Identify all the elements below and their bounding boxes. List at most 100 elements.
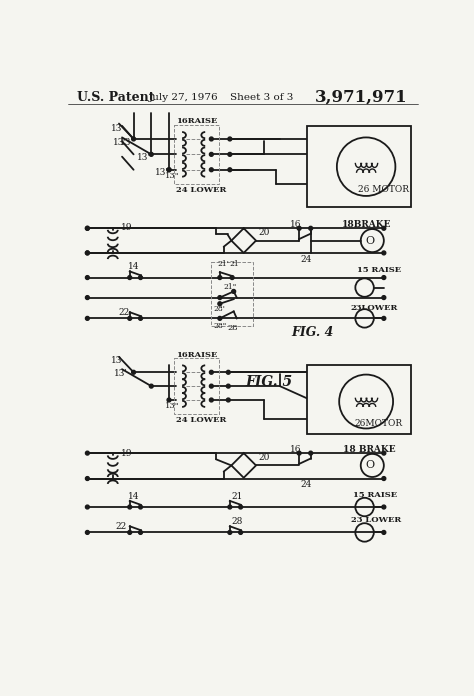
Circle shape [228, 505, 232, 509]
Text: Sheet 3 of 3: Sheet 3 of 3 [230, 93, 293, 102]
Text: 23LOWER: 23LOWER [351, 303, 398, 312]
Circle shape [309, 451, 313, 455]
Circle shape [85, 317, 89, 320]
Text: 13: 13 [110, 124, 122, 133]
Circle shape [210, 152, 213, 157]
Circle shape [138, 276, 143, 280]
Circle shape [128, 317, 132, 320]
Text: 13': 13' [137, 153, 151, 162]
Bar [174, 125, 219, 184]
Circle shape [297, 451, 301, 455]
Text: 16: 16 [290, 445, 301, 454]
Text: 28': 28' [214, 305, 226, 313]
Text: 18 BRAKE: 18 BRAKE [343, 445, 396, 454]
Text: 14: 14 [128, 492, 140, 500]
Circle shape [85, 296, 89, 299]
Circle shape [239, 505, 243, 509]
Circle shape [228, 530, 232, 535]
Circle shape [218, 317, 222, 320]
Text: 16RAISE: 16RAISE [176, 351, 217, 358]
Circle shape [210, 398, 213, 402]
Circle shape [85, 477, 89, 480]
Text: 13: 13 [110, 356, 122, 365]
Circle shape [218, 302, 222, 306]
Circle shape [132, 137, 136, 141]
Text: 21": 21" [224, 283, 237, 291]
Circle shape [228, 168, 232, 172]
Circle shape [167, 168, 171, 172]
Circle shape [132, 370, 136, 374]
Text: 21: 21 [229, 260, 239, 269]
Circle shape [85, 451, 89, 455]
Text: 19: 19 [120, 223, 132, 232]
Circle shape [227, 384, 230, 388]
Text: 24: 24 [301, 480, 312, 489]
Text: 15 RAISE: 15 RAISE [353, 491, 397, 499]
Circle shape [309, 226, 313, 230]
Circle shape [85, 505, 89, 509]
Text: 13: 13 [120, 138, 131, 147]
Text: 20: 20 [258, 453, 270, 462]
Text: 13": 13" [155, 168, 171, 177]
Bar [307, 365, 411, 434]
Text: 16: 16 [290, 220, 301, 229]
Text: 26 MOTOR: 26 MOTOR [358, 185, 410, 194]
Text: 21': 21' [218, 260, 229, 269]
Text: FIG. 4: FIG. 4 [292, 326, 334, 339]
Text: 13": 13" [165, 172, 180, 180]
Circle shape [167, 168, 171, 172]
Circle shape [210, 370, 213, 374]
Circle shape [138, 530, 143, 535]
Circle shape [382, 317, 386, 320]
Text: 22: 22 [118, 308, 129, 317]
Text: 13': 13' [113, 138, 127, 147]
Circle shape [382, 276, 386, 280]
Text: 13': 13' [114, 369, 128, 377]
Circle shape [128, 530, 132, 535]
Text: 24 LOWER: 24 LOWER [176, 186, 226, 193]
Circle shape [228, 152, 232, 157]
Text: 28: 28 [228, 324, 238, 331]
Circle shape [85, 276, 89, 280]
Circle shape [382, 505, 386, 509]
Text: July 27, 1976: July 27, 1976 [149, 93, 219, 102]
Circle shape [85, 226, 89, 230]
Text: U.S. Patent: U.S. Patent [77, 91, 155, 104]
Circle shape [227, 398, 230, 402]
Text: 13": 13" [165, 402, 180, 410]
Circle shape [218, 276, 222, 280]
Circle shape [382, 530, 386, 535]
Text: 21: 21 [231, 492, 243, 500]
Circle shape [85, 226, 89, 230]
Text: 18BRAKE: 18BRAKE [341, 220, 391, 229]
Bar [174, 358, 219, 414]
Circle shape [239, 530, 243, 535]
Text: 23 LOWER: 23 LOWER [351, 516, 401, 524]
Text: 24 LOWER: 24 LOWER [176, 416, 226, 424]
Circle shape [382, 296, 386, 299]
Circle shape [128, 276, 132, 280]
Circle shape [218, 296, 222, 299]
Circle shape [85, 251, 89, 255]
Circle shape [138, 505, 143, 509]
Circle shape [85, 530, 89, 535]
Text: O: O [365, 461, 374, 470]
Text: 28": 28" [214, 322, 227, 330]
Text: 3,971,971: 3,971,971 [315, 89, 407, 106]
Circle shape [210, 384, 213, 388]
Text: 28: 28 [231, 517, 243, 526]
Circle shape [382, 251, 386, 255]
Text: 26MOTOR: 26MOTOR [355, 418, 403, 427]
Circle shape [382, 451, 386, 455]
Circle shape [85, 251, 89, 255]
Text: 16RAISE: 16RAISE [176, 117, 217, 125]
Text: 22: 22 [116, 522, 127, 531]
Text: 20: 20 [258, 228, 270, 237]
Circle shape [128, 505, 132, 509]
Circle shape [210, 137, 213, 141]
Circle shape [167, 398, 171, 402]
Text: 27: 27 [309, 389, 319, 397]
Circle shape [138, 317, 143, 320]
Circle shape [232, 290, 236, 293]
Circle shape [149, 152, 153, 157]
